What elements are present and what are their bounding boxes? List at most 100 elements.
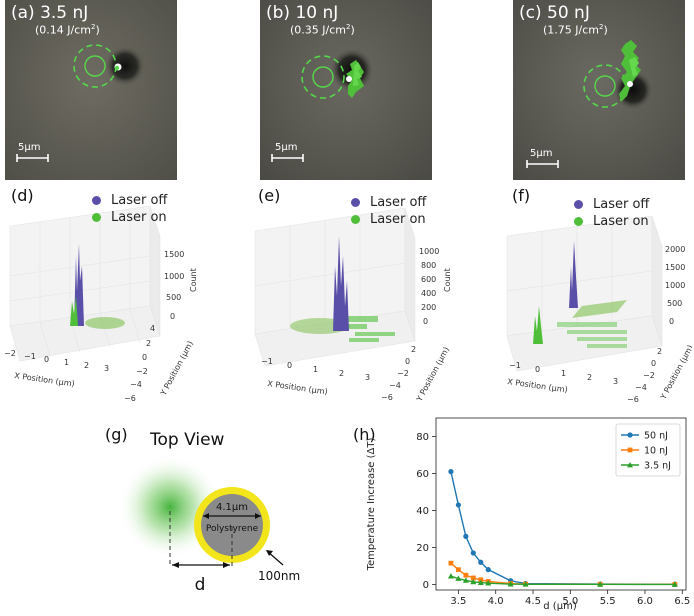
x-tick-label-1: 4.0 <box>488 596 504 607</box>
x-tick-f-2: 1 <box>561 369 566 378</box>
histogram-f: 0 500 1000 1500 2000 −1 0 1 2 3 X Positi… <box>477 196 694 406</box>
legend-d-off-marker <box>92 196 101 205</box>
x-axis-label: d (μm) <box>543 601 577 612</box>
micrograph-c: (c) 50 nJ (1.75 J/cm2) 5μm <box>513 0 685 180</box>
x-tick-label-2: 4.5 <box>525 596 541 607</box>
point-1-1 <box>455 567 461 573</box>
z-label-e: Count <box>443 268 452 292</box>
y-ticks: 0 20 40 60 80 <box>416 432 436 591</box>
legend-box <box>615 423 681 477</box>
point-1-3 <box>470 575 476 581</box>
point-0-0 <box>448 469 454 475</box>
x-tick-f-1: 0 <box>535 365 540 374</box>
distance-label: d <box>195 575 206 595</box>
y-tick-d-3: −2 <box>136 367 148 376</box>
x-tick-d-3: 1 <box>64 358 69 367</box>
x-tick-e-4: 3 <box>365 373 370 382</box>
x-tick-e-1: 0 <box>287 361 292 370</box>
point-2-9 <box>671 581 678 587</box>
y-tick-e-0: 2 <box>411 345 416 354</box>
x-tick-label-3: 5.0 <box>562 596 578 607</box>
chart-h: 3.5 4.0 4.5 5.0 5.5 6.0 6.5 0 20 40 60 80 d (μm) T… <box>360 410 694 612</box>
z-tick-e-1: 200 <box>421 303 436 312</box>
panel-e-label: (e) <box>258 186 281 205</box>
laser-on-scatter-f <box>557 322 627 348</box>
x-label-e: X Position (μm) <box>267 379 329 396</box>
x-tick-label-5: 6.0 <box>637 596 653 607</box>
histogram-e: 0 200 400 600 800 1000 Count −1 0 1 2 3 … <box>245 196 460 406</box>
polystyrene-bead <box>201 494 263 556</box>
point-1-0 <box>448 560 454 566</box>
panel-b-fluence: (0.35 J/cm2) <box>290 23 355 37</box>
legend-d-on-marker <box>92 213 101 222</box>
z-tick-d-1: 500 <box>166 293 181 302</box>
point-0-5 <box>485 567 491 573</box>
point-0-4 <box>478 559 484 565</box>
laser-on-peak-d <box>70 296 78 326</box>
y-tick-label-0: 0 <box>423 580 429 591</box>
legend-marker-0 <box>627 432 633 438</box>
series-line-2 <box>450 575 675 586</box>
legend-marker-1 <box>627 447 633 453</box>
y-tick-f-4: −6 <box>627 395 639 404</box>
topview-diagram: 4.1μm Polystyrene 100nm d <box>110 455 370 612</box>
diameter-label: 4.1μm <box>216 502 248 513</box>
legend-f-on: Laser on <box>593 214 649 229</box>
legend-f-on-marker <box>574 217 583 226</box>
point-2-8 <box>597 581 604 587</box>
y-axis-label: Temperature Increase (ΔT) <box>366 438 377 572</box>
x-tick-e-0: −1 <box>261 357 273 366</box>
legend-d: Laser off Laser on <box>92 192 167 226</box>
legend-d-off: Laser off <box>111 193 168 208</box>
series-2 <box>447 573 678 587</box>
x-tick-e-3: 2 <box>339 369 344 378</box>
legend-f: Laser off Laser on <box>574 196 649 230</box>
y-tick-label-4: 80 <box>416 432 429 443</box>
x-tick-d-5: 3 <box>104 364 109 373</box>
legend-e-off-marker <box>351 198 360 207</box>
x-tick-e-2: 1 <box>313 365 318 374</box>
y-tick-d-4: −4 <box>130 380 142 389</box>
micrograph-a: (a) 3.5 nJ (0.14 J/cm2) 5μm <box>5 0 177 180</box>
z-tick-d-2: 1000 <box>164 272 184 281</box>
point-2-7 <box>522 581 529 587</box>
y-tick-label-1: 20 <box>416 543 429 554</box>
point-2-3 <box>470 578 477 585</box>
panel-g-label: (g) <box>105 425 128 444</box>
x-tick-d-0: −2 <box>4 349 16 358</box>
legend-e-on: Laser on <box>370 212 426 227</box>
z-tick-e-0: 0 <box>423 317 428 326</box>
x-tick-f-0: −1 <box>509 361 521 370</box>
point-0-2 <box>463 533 469 539</box>
y-label-f: Y Position (μm) <box>658 344 692 402</box>
point-2-4 <box>477 579 484 586</box>
panel-c-label: (c) 50 nJ <box>519 3 590 23</box>
scalebar-c-label: 5μm <box>530 148 553 159</box>
point-0-3 <box>470 550 476 556</box>
x-label-d: X Position (μm) <box>14 371 76 388</box>
y-label-d: Y Position (μm) <box>158 340 195 398</box>
y-tick-label-2: 40 <box>416 506 429 517</box>
legend-e-on-marker <box>351 215 360 224</box>
panel-a-label: (a) 3.5 nJ <box>11 3 89 23</box>
laser-on-peak-f <box>533 306 543 344</box>
x-tick-f-4: 3 <box>613 377 618 386</box>
y-tick-d-0: 4 <box>150 324 155 333</box>
point-2-2 <box>462 577 469 583</box>
panel-d-label: (d) <box>11 186 34 205</box>
legend-f-off: Laser off <box>593 197 650 212</box>
x-tick-label-4: 5.5 <box>600 596 616 607</box>
z-tick-f-0: 0 <box>669 317 674 326</box>
laser-on-scatter-e <box>337 316 395 342</box>
point-2-5 <box>485 580 492 586</box>
panel-f-label: (f) <box>512 186 531 205</box>
legend-e: Laser off Laser on <box>351 194 426 228</box>
x-tick-d-1: −1 <box>24 352 36 361</box>
x-tick-label-0: 3.5 <box>450 596 466 607</box>
legend-marker-2 <box>627 462 633 468</box>
y-tick-e-3: −4 <box>389 381 401 390</box>
y-tick-f-2: −2 <box>643 371 655 380</box>
z-tick-e-2: 400 <box>421 289 436 298</box>
legend-label-2: 3.5 nJ <box>644 461 671 472</box>
legend-f-off-marker <box>574 200 583 209</box>
